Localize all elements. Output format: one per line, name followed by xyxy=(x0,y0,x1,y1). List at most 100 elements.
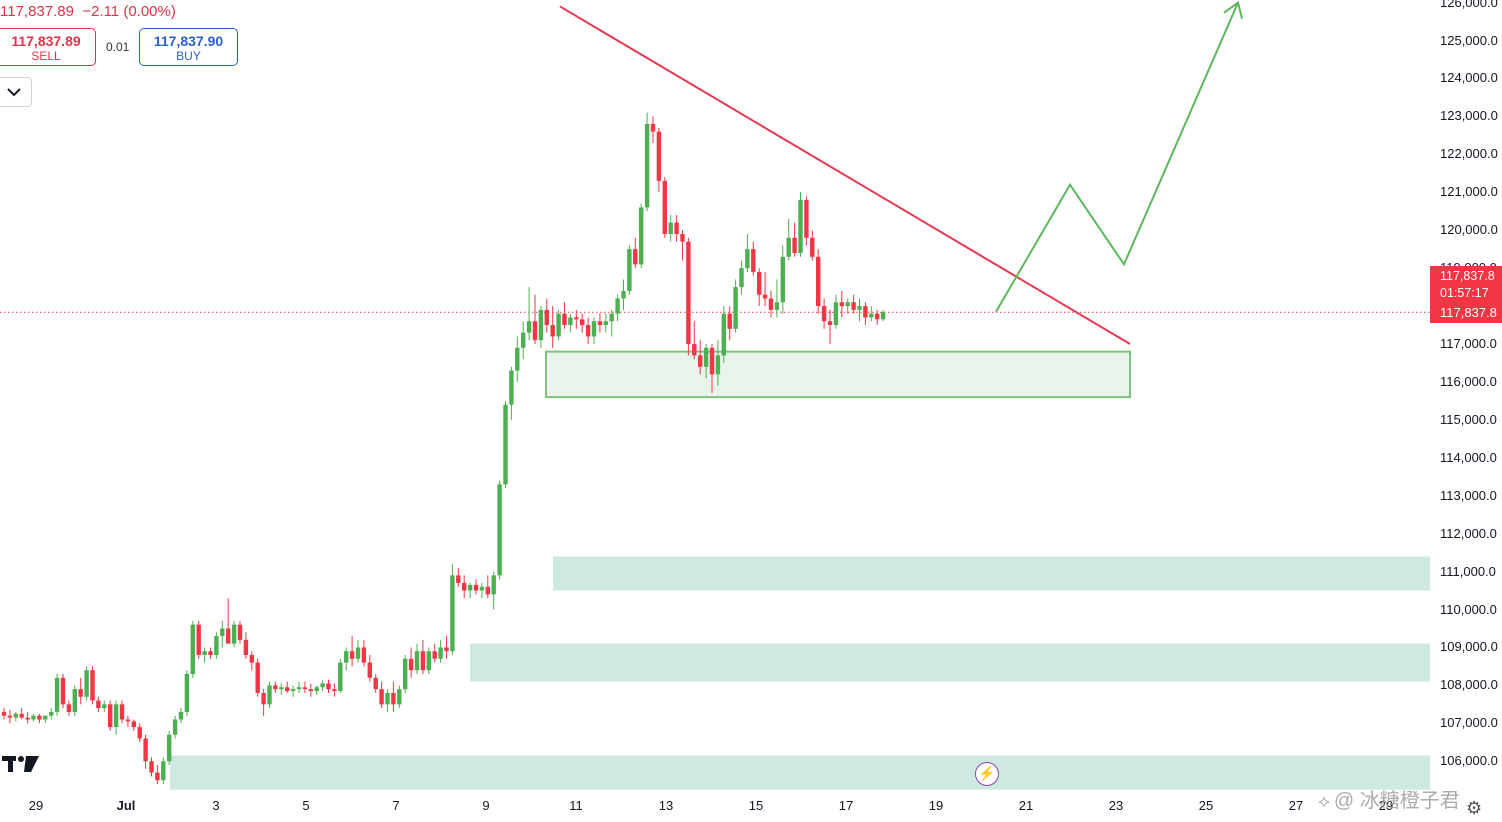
resistance-trendline xyxy=(559,5,1131,345)
price-tick-label: 120,000.0 xyxy=(1440,222,1498,238)
candle-body xyxy=(414,651,420,671)
candle-body xyxy=(308,689,313,692)
candle-body xyxy=(326,683,331,690)
diamond-icon: ⟡ xyxy=(1318,791,1330,811)
candle-body xyxy=(810,237,815,257)
candle-body xyxy=(273,685,278,690)
candle-body xyxy=(603,321,608,326)
candle-body xyxy=(473,584,479,591)
candle-body xyxy=(84,670,89,697)
candle-body xyxy=(521,332,526,348)
candle-body xyxy=(532,321,538,341)
candle-body xyxy=(49,711,54,716)
price-tick-label: 110,000.0 xyxy=(1440,601,1497,617)
candle-body xyxy=(190,624,195,674)
candle-body xyxy=(108,704,113,728)
lightning-icon[interactable]: ⚡ xyxy=(975,762,999,786)
candle-body xyxy=(184,673,190,712)
candle-body xyxy=(721,313,726,356)
candle-body xyxy=(13,713,18,718)
candle-body xyxy=(438,647,443,659)
candle-body xyxy=(296,687,302,690)
candle-body xyxy=(715,355,721,375)
time-tick-label: 3 xyxy=(212,798,220,813)
candle-body xyxy=(237,624,243,640)
candle-body xyxy=(863,306,868,318)
candle-body xyxy=(733,287,738,329)
time-axis[interactable]: 29 Jul 3 5 7 9 11 13 15 17 19 21 23 25 27 29 xyxy=(0,790,1430,822)
candle-body xyxy=(338,662,343,692)
chart-area[interactable] xyxy=(0,0,1430,790)
candle-body xyxy=(420,651,426,671)
candle-body xyxy=(503,404,508,485)
candle-body xyxy=(1,711,7,716)
candle-body xyxy=(515,347,520,371)
support-zone xyxy=(545,350,1131,399)
candle-body xyxy=(804,199,809,238)
candle-body xyxy=(391,692,396,705)
bar-countdown: 01:57:17 xyxy=(1440,286,1489,300)
price-tick-label: 126,000.0 xyxy=(1440,0,1498,10)
candle-body xyxy=(621,290,626,299)
candle-body xyxy=(550,325,555,337)
candle-body xyxy=(19,713,24,718)
candle-body xyxy=(845,302,850,307)
candle-body xyxy=(816,256,821,307)
watermark-text: @ 冰糖橙子君 xyxy=(1333,790,1460,812)
candle-body xyxy=(462,582,467,591)
candle-body xyxy=(650,124,656,132)
chart-canvas[interactable] xyxy=(0,0,1430,790)
candle-body xyxy=(609,313,614,322)
candle-body xyxy=(385,692,390,705)
candle-body xyxy=(780,256,785,303)
candle-body xyxy=(397,689,402,705)
gear-icon[interactable]: ⚙ xyxy=(1466,798,1483,818)
time-tick-label: 13 xyxy=(658,798,674,813)
price-axis[interactable]: 126,000.0 125,000.0 124,000.0 123,000.0 122,… xyxy=(1430,0,1502,822)
candle-body xyxy=(355,647,361,659)
demand-zone xyxy=(470,643,1430,682)
candle-body xyxy=(745,249,750,269)
candle-body xyxy=(827,321,833,326)
candle-body xyxy=(674,222,679,235)
candle-body xyxy=(314,687,319,692)
candle-body xyxy=(125,719,131,722)
candle-body xyxy=(220,628,225,637)
candle-body xyxy=(231,624,237,644)
candle-body xyxy=(408,658,414,671)
candle-body xyxy=(361,647,367,663)
collapse-button[interactable] xyxy=(0,77,32,107)
candle-body xyxy=(25,717,30,720)
projection-arrowhead xyxy=(1223,0,1243,19)
candle-body xyxy=(727,313,732,329)
price-tick-label: 107,000.0 xyxy=(1440,715,1498,731)
current-price-label: 117,837.8 01:57:17 xyxy=(1430,266,1502,304)
buy-button[interactable]: 117,837.90 BUY xyxy=(139,28,238,66)
spread-value: 0.01 xyxy=(106,40,130,54)
candle-body xyxy=(137,727,142,739)
candle-body xyxy=(367,662,372,678)
price-tick-label: 113,000.0 xyxy=(1440,487,1497,503)
candle-body xyxy=(644,124,650,208)
candle-body xyxy=(261,692,266,705)
price-tick-label: 108,000.0 xyxy=(1440,677,1498,693)
candle-body xyxy=(450,575,455,652)
time-tick-label: 7 xyxy=(392,798,400,813)
time-tick-label: 29 xyxy=(1378,798,1394,813)
candle-body xyxy=(37,715,42,720)
candle-body xyxy=(680,234,685,242)
candle-body xyxy=(544,309,549,326)
candle-body xyxy=(875,313,880,320)
current-price-value: 117,837.8 xyxy=(1440,269,1495,283)
candle-body xyxy=(66,704,72,712)
candle-body xyxy=(332,689,337,692)
tradingview-logo[interactable] xyxy=(2,754,40,779)
candle-body xyxy=(113,704,119,728)
candle-body xyxy=(344,651,349,663)
candle-body xyxy=(526,321,532,333)
candle-body xyxy=(302,687,308,690)
candle-body xyxy=(485,586,490,595)
sell-button[interactable]: 117,837.89 SELL xyxy=(0,28,96,66)
candle-body xyxy=(491,575,496,595)
candle-body xyxy=(149,761,154,773)
